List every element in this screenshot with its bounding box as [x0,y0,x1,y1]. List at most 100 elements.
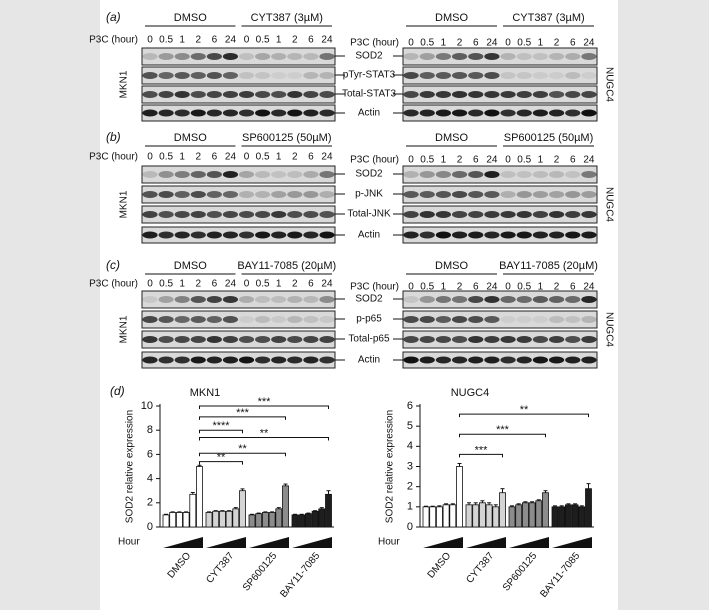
blot-band [516,316,532,323]
blot-band [174,316,190,323]
blot-band [581,356,597,364]
blot-band [222,109,239,117]
lane-label: 0 [408,155,414,166]
y-tick-label: 1 [407,501,413,513]
bar [465,504,473,528]
blot-band [238,211,255,218]
blot-band [303,211,319,218]
significance-label: *** [258,396,272,408]
blot-band [581,231,597,239]
blot-band [565,336,581,343]
blot-band [548,211,565,218]
row-label: p-JNK [355,189,383,200]
blot-band [435,356,452,364]
blot-band [581,211,597,218]
blot-band [158,109,174,117]
blot-band [581,316,597,323]
blot-band [484,231,500,239]
blot-band [548,191,565,198]
blot-band [468,191,484,198]
blot-band [174,211,190,218]
blot-band [238,53,255,60]
blot-band [548,316,565,323]
blot-band [142,109,158,117]
blot-band [500,171,516,178]
lane-label: 0.5 [256,35,270,46]
blot-band [287,109,303,117]
blot-band [532,356,549,364]
blot-band [500,72,516,79]
blot-band [206,171,222,178]
blot-band [516,336,532,343]
bar [325,493,332,528]
blot-band [238,72,255,79]
blot-band [565,171,581,178]
lane-label: 1 [276,35,282,46]
blot-band [174,109,190,117]
lane-label: 1 [276,152,282,163]
row-label: Actin [358,355,380,366]
blot-band [548,231,565,239]
blot-band [565,356,581,364]
blot-band [287,211,303,218]
blot-band [419,72,435,79]
lane-label: 2 [554,38,560,49]
blot-band [206,191,222,198]
blot-band [451,53,468,60]
blot-band [484,356,500,364]
row-label: Total-p65 [348,334,390,345]
bar [435,506,443,528]
bar [565,504,572,528]
blot-band [174,72,190,79]
blot-band [190,336,206,343]
y-tick-label: 0 [407,521,413,533]
blot-band [500,356,516,364]
blot-band [174,171,190,178]
blot-band [451,336,468,343]
y-tick-label: 0 [147,521,153,533]
group-header: DMSO [435,260,468,272]
cell-line-label: NUGC4 [603,67,614,102]
blot-band [500,211,516,218]
blot-band [500,336,516,343]
group-header: BAY11-7085 (20µM) [237,260,336,272]
lane-title: P3C (hour) [350,38,399,49]
group-header: DMSO [174,132,207,144]
blot-band [319,211,335,218]
lane-label: 6 [212,35,218,46]
lane-label: 2 [292,279,298,290]
group-header: DMSO [174,260,207,272]
blot-band [142,211,158,218]
row-label: SOD2 [355,169,383,180]
significance-label: **** [212,420,230,432]
lane-label: 2 [457,155,463,166]
blot-band [435,109,452,117]
lane-label: 6 [473,155,479,166]
lane-label: 2 [554,282,560,293]
blot-band [548,296,565,303]
blot-band [581,91,597,98]
lane-label: 0 [244,279,250,290]
lane-label: 24 [321,35,333,46]
lane-label: 2 [196,152,202,163]
blot-band [222,191,239,198]
blot-band [222,91,239,98]
blot-band [548,91,565,98]
blot-band [500,109,516,117]
blot-band [435,72,452,79]
blot-band [255,53,271,60]
lane-label: 1 [538,155,544,166]
blot-band [303,91,319,98]
significance-label: ** [217,452,226,464]
bar [275,508,283,528]
blot-band [484,211,500,218]
blot-band [451,356,468,364]
y-tick-label: 5 [407,420,413,432]
blot-band [222,211,239,218]
blot-band [255,336,271,343]
lane-label: 1 [441,38,447,49]
blot-band [451,91,468,98]
hour-wedge [292,537,332,548]
cell-line-label: MKN1 [119,70,130,98]
blot-band [174,53,190,60]
